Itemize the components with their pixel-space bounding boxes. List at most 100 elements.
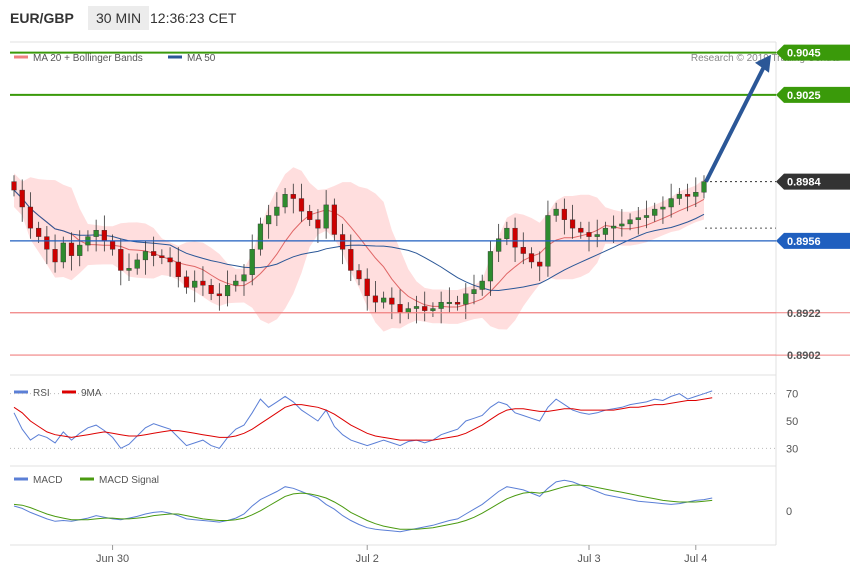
candle xyxy=(372,295,379,303)
candle xyxy=(27,206,34,229)
candle xyxy=(553,208,559,216)
macd-series-1 xyxy=(13,484,713,530)
candle xyxy=(142,251,149,261)
candle xyxy=(430,308,436,311)
candle xyxy=(405,308,411,313)
level-label: 0.8956 xyxy=(787,236,821,248)
candle xyxy=(44,236,50,250)
candle xyxy=(668,198,674,208)
candle xyxy=(109,240,116,250)
candle xyxy=(68,242,75,256)
candle xyxy=(216,293,222,297)
price-panel: 0.9045 0.9025 0.8984 0.8956 0.8922 0.8902 xyxy=(10,44,850,362)
bollinger-band xyxy=(14,167,704,332)
candle xyxy=(192,280,198,288)
candle xyxy=(413,306,420,309)
level-label: 0.8984 xyxy=(787,177,822,189)
level-tag-0.8984 xyxy=(776,173,850,190)
candle xyxy=(249,249,255,275)
candle xyxy=(364,278,370,297)
candle xyxy=(151,251,157,256)
clock-label: 12:36:23 CET xyxy=(150,10,237,26)
candle xyxy=(183,276,190,288)
candle xyxy=(200,280,206,286)
candle xyxy=(224,285,231,297)
candle xyxy=(701,181,707,193)
candle xyxy=(118,249,124,271)
candle xyxy=(561,208,567,220)
candle xyxy=(520,246,526,254)
candle xyxy=(274,206,280,216)
candle xyxy=(422,306,428,311)
timeframe-button[interactable]: 30 MIN xyxy=(88,6,150,30)
candle xyxy=(463,293,469,305)
candle xyxy=(257,223,264,250)
candle xyxy=(602,227,609,235)
symbol-label: EUR/GBP xyxy=(10,10,74,26)
target-arrow-shaft xyxy=(704,63,767,183)
candle xyxy=(298,198,305,212)
candle xyxy=(208,285,214,294)
candle xyxy=(339,234,346,250)
candle xyxy=(159,255,165,258)
x-tick-label: Jul 2 xyxy=(356,553,379,565)
candle xyxy=(479,280,485,290)
candle xyxy=(93,230,99,237)
level-tag-0.9025 xyxy=(776,86,850,103)
x-tick-label: Jun 30 xyxy=(96,553,129,565)
candle xyxy=(389,297,395,305)
level-label: 0.8922 xyxy=(787,308,821,320)
candle xyxy=(660,206,666,210)
candle xyxy=(594,234,600,237)
candle xyxy=(77,244,83,256)
candle xyxy=(438,301,444,309)
candle xyxy=(60,242,66,263)
candle xyxy=(528,253,535,263)
level-tag-0.9045 xyxy=(776,44,850,61)
candle xyxy=(331,204,337,235)
macd-legend-label: MACD xyxy=(33,475,62,486)
x-tick-label: Jul 4 xyxy=(684,553,707,565)
candle xyxy=(233,280,239,286)
candle xyxy=(19,189,25,208)
ma20-legend-label: MA 20 + Bollinger Bands xyxy=(33,53,143,64)
rsi-tick-label: 50 xyxy=(786,416,798,428)
ma50-legend-label: MA 50 xyxy=(187,53,216,64)
arrow-up-right-icon xyxy=(755,54,771,73)
rsi-tick-label: 30 xyxy=(786,443,798,455)
level-label: 0.9025 xyxy=(787,90,821,102)
rsi-panel: 30 50 70 xyxy=(10,389,798,455)
candle xyxy=(586,232,592,237)
level-label: 0.9045 xyxy=(787,48,821,60)
candle xyxy=(496,238,502,252)
macd-zero-label: 0 xyxy=(786,506,792,518)
candle xyxy=(241,274,247,282)
candle xyxy=(323,204,329,229)
candle xyxy=(11,181,17,191)
macd-panel: 0 xyxy=(13,479,792,533)
candle xyxy=(134,259,140,269)
rsi-series-0 xyxy=(13,390,713,449)
macd-signal-legend-label: MACD Signal xyxy=(99,475,159,486)
candle xyxy=(307,211,313,220)
candle xyxy=(504,227,510,239)
candle xyxy=(356,270,362,280)
candle xyxy=(446,301,452,304)
candle xyxy=(652,208,658,216)
candle xyxy=(290,194,296,199)
candle xyxy=(512,227,518,248)
candle xyxy=(454,301,461,305)
level-tag-0.8956 xyxy=(776,232,850,249)
chart-header: EUR/GBP 30 MIN 12:36:23 CET xyxy=(0,0,850,36)
candle xyxy=(175,261,181,278)
candle xyxy=(471,289,477,294)
candle xyxy=(487,251,494,282)
candle xyxy=(627,219,633,225)
level-label: 0.8902 xyxy=(787,350,821,362)
x-axis: Jun 30 Jul 2 Jul 3 Jul 4 xyxy=(96,545,707,565)
rsi-tick-label: 70 xyxy=(786,389,798,401)
rsi-ma-legend-label: 9MA xyxy=(81,388,102,399)
candle xyxy=(643,215,650,218)
x-tick-label: Jul 3 xyxy=(577,553,600,565)
candle xyxy=(282,194,288,208)
